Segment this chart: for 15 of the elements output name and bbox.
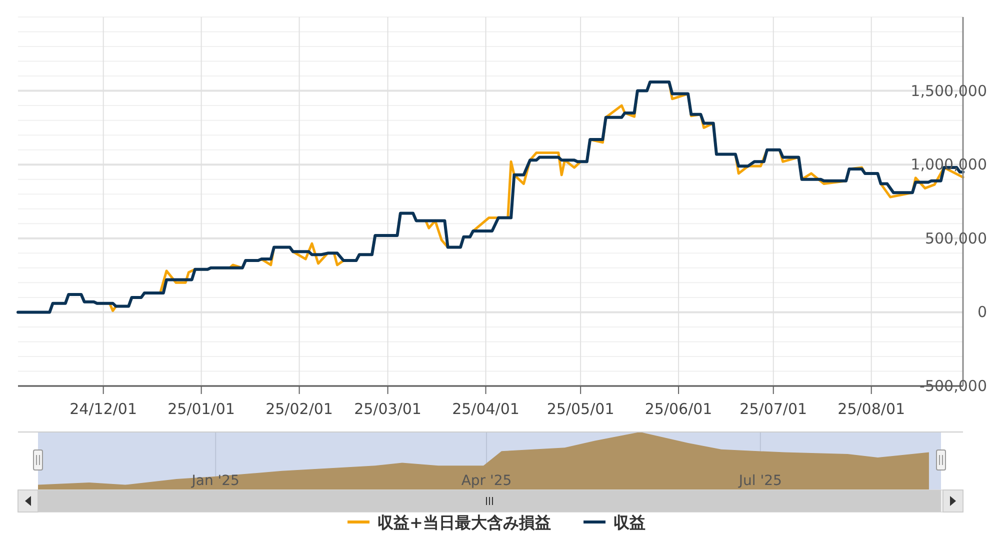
x-tick-label: 25/04/01 xyxy=(452,400,520,418)
x-tick-label: 25/07/01 xyxy=(740,400,808,418)
x-tick-label: Jul '25 xyxy=(738,473,782,489)
y-tick-label: 0 xyxy=(977,303,987,322)
x-tick-label: 25/03/01 xyxy=(354,400,422,418)
x-tick-label: Jan '25 xyxy=(190,473,240,489)
x-tick-label: 25/02/01 xyxy=(266,400,333,418)
x-tick-label: 24/12/01 xyxy=(70,400,138,418)
x-tick-label: 25/06/01 xyxy=(644,400,712,418)
x-tick-label: 25/08/01 xyxy=(838,400,906,418)
legend-label: 収益+当日最大含み損益 xyxy=(378,513,551,532)
x-tick-label: 25/05/01 xyxy=(546,400,614,418)
x-tick-label: Apr '25 xyxy=(461,473,512,489)
legend-label: 収益 xyxy=(614,513,646,532)
x-tick-label: 25/01/01 xyxy=(168,400,235,418)
